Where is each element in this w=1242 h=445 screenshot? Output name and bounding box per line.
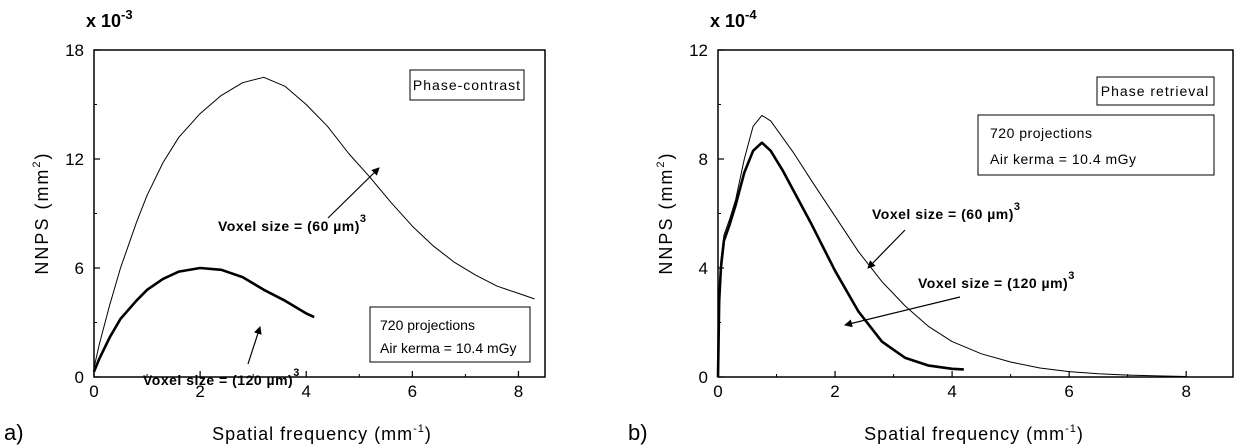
x-axis-label: Spatial frequency (mm-1) (212, 423, 432, 444)
info-box (369, 306, 531, 363)
series-line-1 (93, 76, 535, 369)
y-tick-label: 12 (65, 150, 84, 169)
y-tick-label: 6 (75, 259, 84, 278)
x-tick-label: 8 (514, 382, 523, 401)
x-tick-label: 0 (89, 382, 98, 401)
arrow-120um (844, 296, 961, 328)
y-tick-label: 18 (65, 41, 84, 60)
y-tick-label: 8 (699, 150, 708, 169)
y-axis-label: NNPS (mm2) (655, 151, 676, 274)
x-tick-label: 6 (408, 382, 417, 401)
series-line-1 (717, 114, 1187, 378)
y-multiplier: x 10-3 (86, 7, 133, 31)
annotation-60um: Voxel size = (60 µm)3 (218, 213, 367, 234)
annotation-120um: Voxel size = (120 µm)3 (143, 367, 300, 388)
y-tick-label: 12 (689, 41, 708, 60)
x-tick-label: 4 (947, 382, 956, 401)
chart-panel-b: 0 2 4 6 8 0 4 8 12 x 10-4 NNPS (mm2) Spatial fre… (628, 7, 1234, 445)
info-box (977, 114, 1215, 176)
y-axis-label: NNPS (mm2) (31, 151, 52, 274)
x-tick-label: 2 (830, 382, 839, 401)
arrow-120um (247, 326, 262, 365)
info-box-line-1: 720 projections (990, 125, 1092, 141)
title-box-text: Phase-contrast (413, 77, 521, 93)
y-multiplier: x 10-4 (710, 7, 757, 31)
series-line-2 (92, 266, 315, 373)
title-box (1096, 76, 1215, 106)
arrow-60um (867, 229, 906, 269)
y-tick-label: 4 (699, 259, 708, 278)
x-axis-label: Spatial frequency (mm-1) (864, 423, 1084, 444)
y-tick-label: 0 (75, 368, 84, 387)
y-tick-label: 0 (699, 368, 708, 387)
series-line-2 (716, 141, 964, 378)
arrow-60um (327, 167, 380, 219)
x-tick-label: 2 (195, 382, 204, 401)
info-box-line-2: Air kerma = 10.4 mGy (990, 151, 1137, 167)
annotation-60um: Voxel size = (60 µm)3 (872, 201, 1021, 222)
title-box (409, 69, 525, 101)
chart-panel-a: 0 2 4 6 8 0 6 12 18 x 10-3 NNPS (mm2) Spatial fr… (4, 7, 546, 445)
panel-label-a: a) (4, 420, 24, 445)
x-tick-label: 0 (713, 382, 722, 401)
info-box-line-1: 720 projections (380, 317, 475, 333)
info-box-line-2: Air kerma = 10.4 mGy (380, 340, 517, 356)
x-tick-label: 6 (1064, 382, 1073, 401)
x-tick-label: 4 (302, 382, 311, 401)
panel-label-b: b) (628, 420, 648, 445)
annotation-120um: Voxel size = (120 µm)3 (918, 270, 1075, 291)
title-box-text: Phase retrieval (1101, 83, 1209, 99)
x-tick-label: 8 (1181, 382, 1190, 401)
